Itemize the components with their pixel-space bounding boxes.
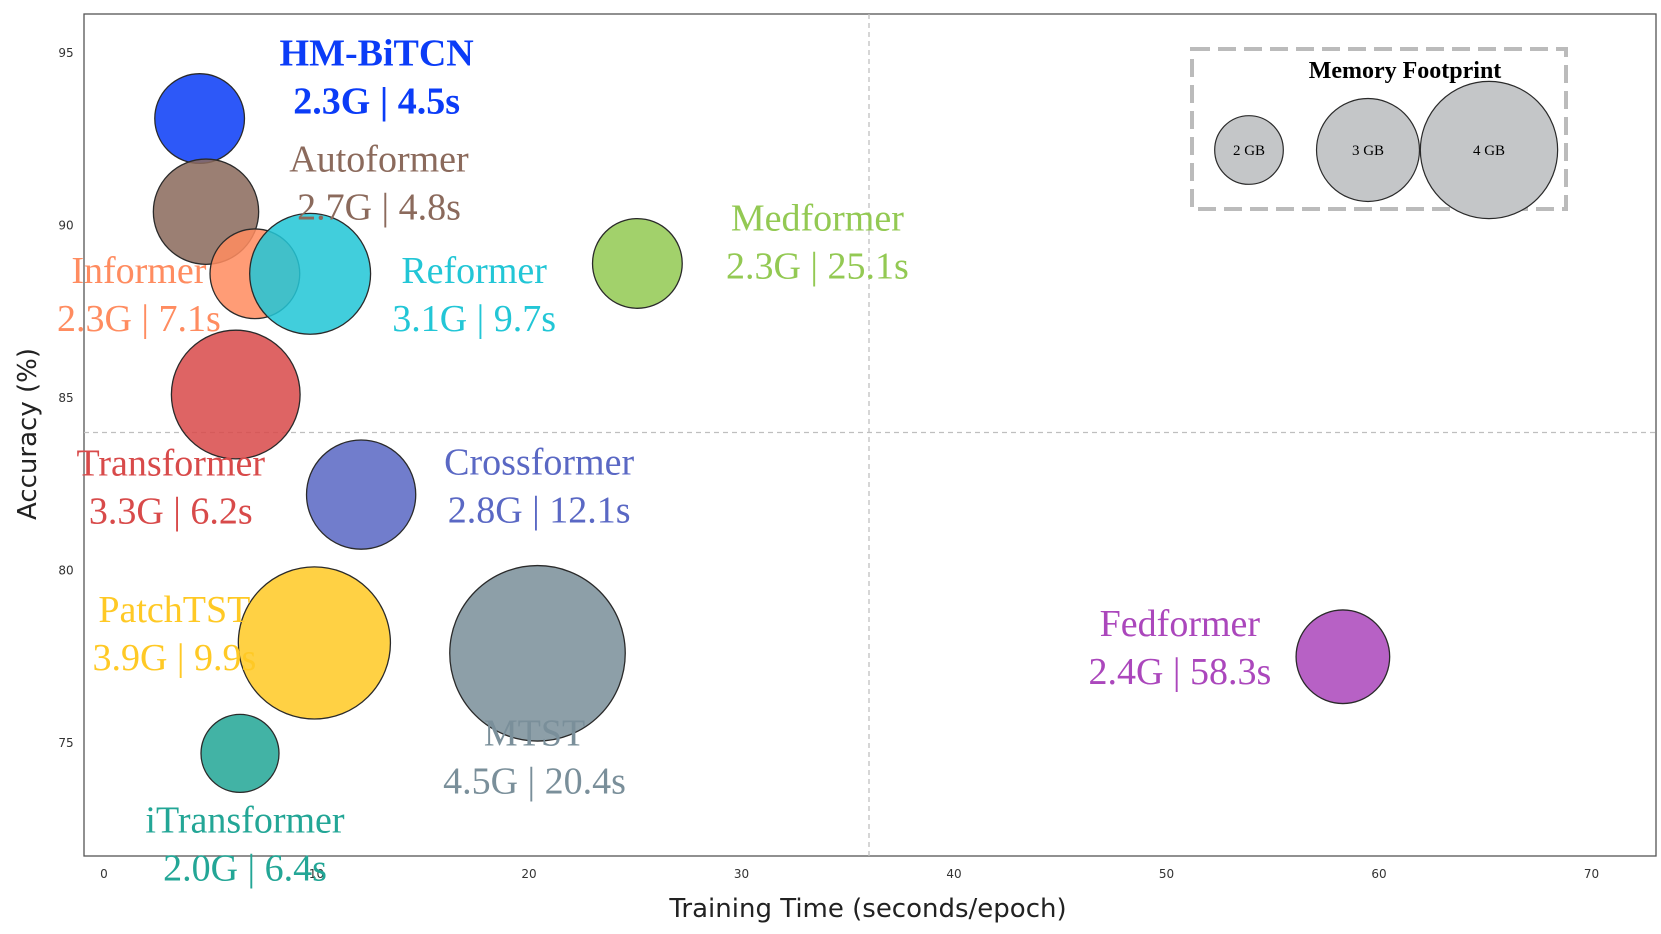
legend-title: Memory Footprint: [1309, 58, 1502, 84]
label-hm-bitcn-detail: 2.3G | 4.5s: [293, 81, 460, 123]
y-tick-label: 90: [58, 219, 73, 233]
legend: Memory Footprint 2 GB 3 GB 4 GB: [1190, 47, 1568, 220]
label-reformer-name: Reformer: [401, 250, 547, 292]
legend-items: 2 GB 3 GB 4 GB: [1214, 80, 1559, 220]
label-mtst-detail: 4.5G | 20.4s: [443, 760, 626, 802]
y-tick-label: 75: [58, 736, 73, 750]
label-mtst-name: MTST: [484, 712, 585, 754]
label-patchtst-name: PatchTST: [98, 589, 250, 631]
legend-bubble-3-gb: [1315, 97, 1421, 203]
label-autoformer-detail: 2.7G | 4.8s: [297, 187, 461, 229]
x-axis-label: Training Time (seconds/epoch): [668, 894, 1066, 924]
y-axis-ticks: 75 80 85 90 95: [58, 46, 73, 750]
x-tick-label: 60: [1371, 867, 1386, 881]
label-fedformer-name: Fedformer: [1100, 603, 1261, 645]
legend-bubble-2-gb: [1214, 115, 1284, 185]
legend-label-2-gb: 2 GB: [1233, 143, 1265, 159]
label-patchtst-detail: 3.9G | 9.9s: [92, 637, 256, 679]
label-crossformer-detail: 2.8G | 12.1s: [448, 490, 631, 532]
label-medformer-name: Medformer: [731, 197, 904, 239]
legend-label-4-gb: 4 GB: [1473, 143, 1505, 159]
label-autoformer-name: Autoformer: [289, 139, 469, 181]
legend-bubble-4-gb: [1419, 80, 1559, 220]
y-tick-label: 80: [58, 564, 73, 578]
bubble-hm-bitcn: [154, 73, 246, 165]
bubble-itransformer: [200, 713, 280, 793]
label-transformer-name: Transformer: [76, 443, 265, 485]
legend-label-3-gb: 3 GB: [1352, 143, 1384, 159]
label-itransformer-name: iTransformer: [145, 799, 344, 841]
bubble-fedformer: [1295, 609, 1391, 705]
label-informer-name: Informer: [71, 250, 206, 292]
x-tick-label: 0: [100, 867, 108, 881]
bubble-patchtst: [237, 566, 392, 720]
bubble-mtst: [449, 564, 626, 742]
x-tick-label: 70: [1584, 867, 1599, 881]
label-informer-detail: 2.3G | 7.1s: [57, 298, 221, 340]
label-itransformer-detail: 2.0G | 6.4s: [163, 847, 327, 889]
x-axis-ticks: 0 10 20 30 40 50 60 70: [100, 867, 1599, 881]
bubbles-layer: [152, 73, 1391, 793]
labels-layer: HM-BiTCN 2.3G | 4.5s Autoformer 2.7G | 4.8s…: [57, 33, 1271, 890]
x-tick-label: 10: [309, 867, 324, 881]
bubble-medformer: [591, 217, 683, 309]
y-axis-label: Accuracy (%): [13, 348, 43, 520]
bubble-transformer: [170, 329, 301, 460]
label-medformer-detail: 2.3G | 25.1s: [726, 245, 909, 287]
label-transformer-detail: 3.3G | 6.2s: [89, 491, 253, 533]
x-tick-label: 50: [1159, 867, 1174, 881]
x-tick-label: 30: [734, 867, 749, 881]
reference-lines: [84, 14, 1656, 856]
label-fedformer-detail: 2.4G | 58.3s: [1088, 651, 1271, 693]
label-hm-bitcn-name: HM-BiTCN: [280, 33, 474, 75]
x-tick-label: 20: [521, 867, 536, 881]
x-tick-label: 40: [946, 867, 961, 881]
label-crossformer-name: Crossformer: [444, 442, 634, 484]
bubble-reformer: [249, 212, 372, 335]
y-tick-label: 95: [58, 46, 73, 60]
label-reformer-detail: 3.1G | 9.7s: [392, 298, 556, 340]
y-tick-label: 85: [58, 391, 73, 405]
bubble-crossformer: [305, 439, 417, 550]
